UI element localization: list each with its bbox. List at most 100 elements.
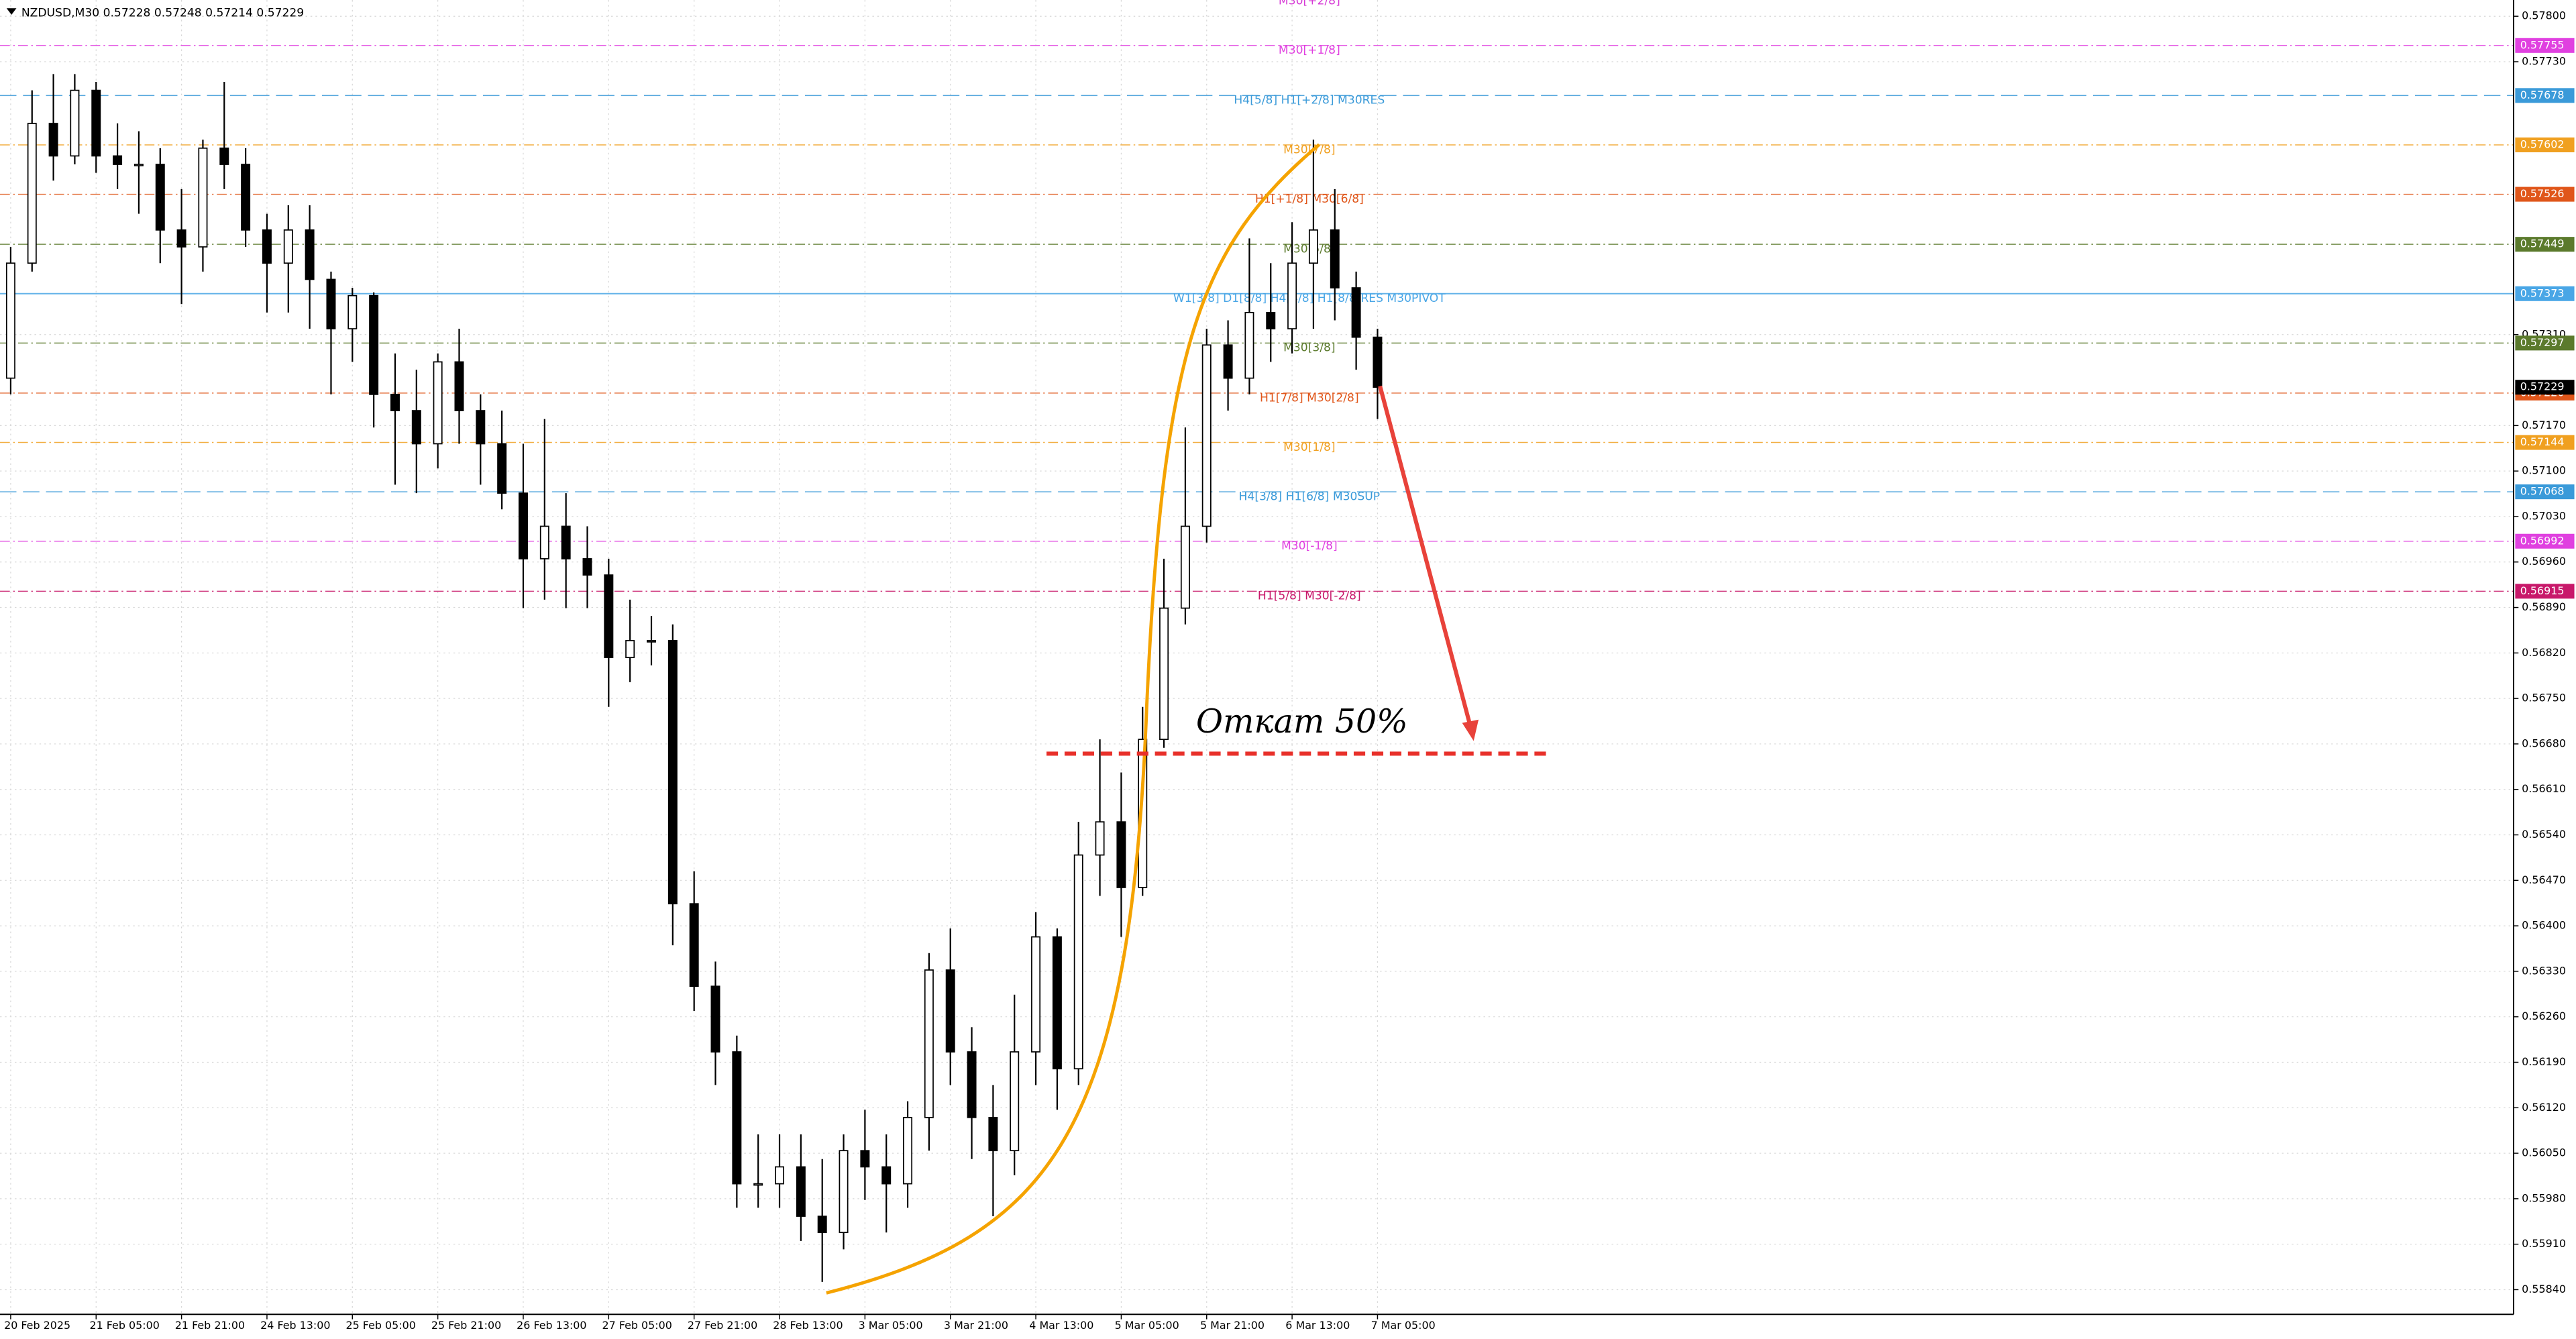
candle-body: [262, 229, 272, 264]
price-box-label: 0.57602: [2520, 138, 2565, 150]
y-tick-label: 0.56540: [2522, 828, 2566, 841]
candle-body: [796, 1166, 806, 1217]
candle-body: [1180, 525, 1190, 609]
price-box: [2515, 286, 2575, 301]
candle-body: [155, 164, 165, 231]
arrow-line: [1378, 385, 1472, 727]
candle-body: [817, 1216, 827, 1234]
price-box: [2515, 435, 2575, 450]
level-label: M30[+1/8]: [1279, 44, 1340, 57]
candle-body: [219, 147, 229, 165]
overlay: 0.57755 0.57678 0.57602 0.57526 0.57449 0.573…: [1046, 38, 2575, 756]
candle-body: [283, 229, 293, 264]
candle-body: [326, 278, 336, 329]
x-tick-label: 21 Feb 21:00: [175, 1319, 245, 1332]
y-tick-label: 0.56190: [2522, 1055, 2566, 1068]
candle-body: [454, 361, 464, 411]
candle-body: [411, 410, 421, 445]
level-label: H1[5/8] M30[-2/8]: [1258, 590, 1361, 603]
x-tick-label: 5 Mar 05:00: [1115, 1319, 1179, 1332]
level-label: H1[7/8] M30[2/8]: [1260, 391, 1359, 405]
y-tick-label: 0.57100: [2522, 464, 2566, 477]
candle-body: [133, 164, 144, 166]
level-label: M30[7/8]: [1283, 143, 1335, 156]
candle-body: [369, 294, 379, 395]
candle-body: [70, 89, 80, 157]
x-tick-label: 25 Feb 05:00: [346, 1319, 416, 1332]
y-tick-label: 0.56680: [2522, 737, 2566, 749]
candle-body: [1351, 287, 1361, 338]
candle-body: [1308, 229, 1318, 264]
candle-body: [305, 229, 315, 280]
candle-body: [689, 903, 699, 987]
price-box-label: 0.57373: [2520, 286, 2565, 299]
price-box-label: 0.57755: [2520, 38, 2565, 51]
price-box: [2515, 38, 2575, 53]
candle-body: [198, 147, 208, 248]
candle-body: [582, 558, 592, 576]
candle-body: [924, 969, 934, 1118]
level-label: M30[-1/8]: [1281, 539, 1338, 553]
price-box-label: 0.57678: [2520, 89, 2565, 101]
price-box-label: 0.56992: [2520, 534, 2565, 547]
candle-body: [1223, 344, 1233, 379]
x-tick-label: 25 Feb 21:00: [431, 1319, 501, 1332]
x-tick-label: 3 Mar 21:00: [944, 1319, 1008, 1332]
candle-body: [519, 492, 528, 559]
x-tick-label: 27 Feb 05:00: [602, 1319, 672, 1332]
y-tick-label: 0.56820: [2522, 646, 2566, 659]
candle-body: [732, 1051, 742, 1185]
candle-body: [1159, 607, 1169, 741]
candle-body: [5, 262, 15, 379]
price-box-label: 0.57449: [2520, 237, 2565, 250]
y-tick-label: 0.56120: [2522, 1101, 2566, 1114]
price-box-label: 0.57068: [2520, 485, 2565, 498]
y-tick-label: 0.56400: [2522, 919, 2566, 932]
x-tick-label: 4 Mar 13:00: [1029, 1319, 1093, 1332]
current-price-label: 0.57229: [2520, 380, 2565, 393]
candle-body: [113, 155, 123, 165]
x-tick-label: 5 Mar 21:00: [1200, 1319, 1265, 1332]
y-tick-label: 0.56260: [2522, 1010, 2566, 1022]
level-label: W1[3/8] D1[8/8] H4[4/8] H1[8/8]RES M30PI…: [1173, 292, 1446, 305]
levels: M30[+2/8] M30[+1/8] H4[5/8] H1[+2/8] M30RE…: [0, 0, 2514, 603]
price-box: [2515, 484, 2575, 500]
level-label: M30[3/8]: [1283, 341, 1335, 355]
price-box: [2515, 335, 2575, 351]
candle-body: [476, 410, 486, 445]
price-box-label: 0.57144: [2520, 435, 2565, 448]
candle-body: [497, 443, 507, 494]
x-tick-label: 7 Mar 05:00: [1371, 1319, 1436, 1332]
x-tick-label: 24 Feb 13:00: [260, 1319, 330, 1332]
candle-body: [390, 394, 400, 411]
y-tick-label: 0.56890: [2522, 600, 2566, 613]
annotation: Откат 50%: [1196, 702, 1408, 741]
candle-body: [1031, 936, 1041, 1053]
y-tick-label: 0.57030: [2522, 509, 2566, 522]
hand-drawn-curve: [826, 143, 1321, 1295]
candle-body: [881, 1166, 892, 1185]
candle-body: [967, 1051, 977, 1118]
candle-body: [241, 164, 251, 231]
price-box-label: 0.57297: [2520, 336, 2565, 349]
candle-body: [1266, 311, 1276, 329]
price-box-label: 0.57526: [2520, 187, 2565, 200]
price-box: [2515, 237, 2575, 252]
x-tick-label: 21 Feb 05:00: [89, 1319, 159, 1332]
candle-body: [176, 229, 186, 248]
candle-body: [347, 294, 358, 329]
price-box: [2515, 88, 2575, 103]
candle-body: [1052, 936, 1062, 1070]
candle-body: [561, 525, 571, 559]
candle-body: [91, 89, 101, 157]
candle-body: [775, 1166, 785, 1185]
x-tick-label: 26 Feb 13:00: [517, 1319, 586, 1332]
level-label: H4[3/8] H1[6/8] M30SUP: [1239, 490, 1381, 503]
y-tick-label: 0.56470: [2522, 873, 2566, 886]
current-price-box: [2515, 380, 2575, 395]
candle-body: [988, 1116, 998, 1152]
x-tick-label: 27 Feb 21:00: [688, 1319, 757, 1332]
level-label: H1[+1/8] M30[6/8]: [1255, 193, 1364, 206]
